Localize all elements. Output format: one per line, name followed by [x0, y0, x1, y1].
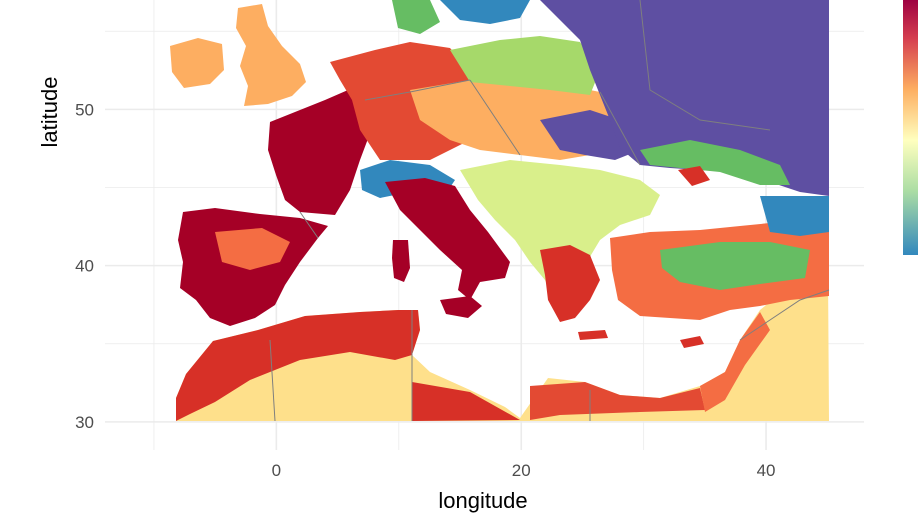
border-line: [269, 339, 276, 422]
egypt-coast-band: [530, 382, 705, 420]
border-line: [299, 211, 319, 239]
x-tick-label: 40: [757, 461, 776, 480]
anatolia-plateau: [660, 242, 810, 290]
cyprus-land: [680, 336, 704, 348]
denmark-land: [392, 0, 440, 34]
ireland-land: [170, 38, 224, 88]
y-tick-label: 40: [75, 257, 94, 276]
y-axis-title: latitude: [37, 77, 62, 148]
levant-land: [700, 312, 770, 412]
land-raster: [170, 0, 829, 421]
france-land: [268, 90, 372, 215]
x-axis-ticks: 0 20 40: [272, 461, 776, 480]
border-line: [599, 91, 641, 166]
sweden-tip-land: [440, 0, 530, 24]
border-line: [739, 289, 830, 341]
libya-coast-band: [412, 382, 520, 421]
sicily-land: [440, 296, 482, 318]
x-tick-label: 0: [272, 461, 281, 480]
border-line: [364, 79, 471, 101]
caucasus-blue: [760, 196, 829, 236]
country-borders: [269, 0, 830, 422]
sardinia-land: [392, 240, 410, 282]
border-line: [469, 79, 521, 156]
colorbar-legend: [903, 0, 918, 255]
greece-land: [540, 245, 600, 322]
north-africa-land: [176, 272, 829, 421]
x-tick-label: 20: [512, 461, 531, 480]
ukraine-green: [640, 140, 790, 185]
crimea-land: [678, 166, 710, 186]
y-axis-ticks: 30 40 50: [75, 100, 94, 432]
great-britain-land: [236, 4, 306, 106]
poland-green-band: [450, 36, 600, 95]
eastern-europe-land: [540, 0, 829, 196]
balkans-land: [460, 160, 660, 300]
crete-land: [578, 330, 608, 340]
italy-land: [385, 178, 510, 300]
y-tick-label: 30: [75, 413, 94, 432]
border-line: [639, 0, 771, 131]
north-africa-coast-band: [176, 310, 420, 421]
x-axis-title: longitude: [438, 488, 527, 513]
iberia-central-orange: [215, 228, 290, 270]
y-tick-label: 50: [75, 100, 94, 119]
